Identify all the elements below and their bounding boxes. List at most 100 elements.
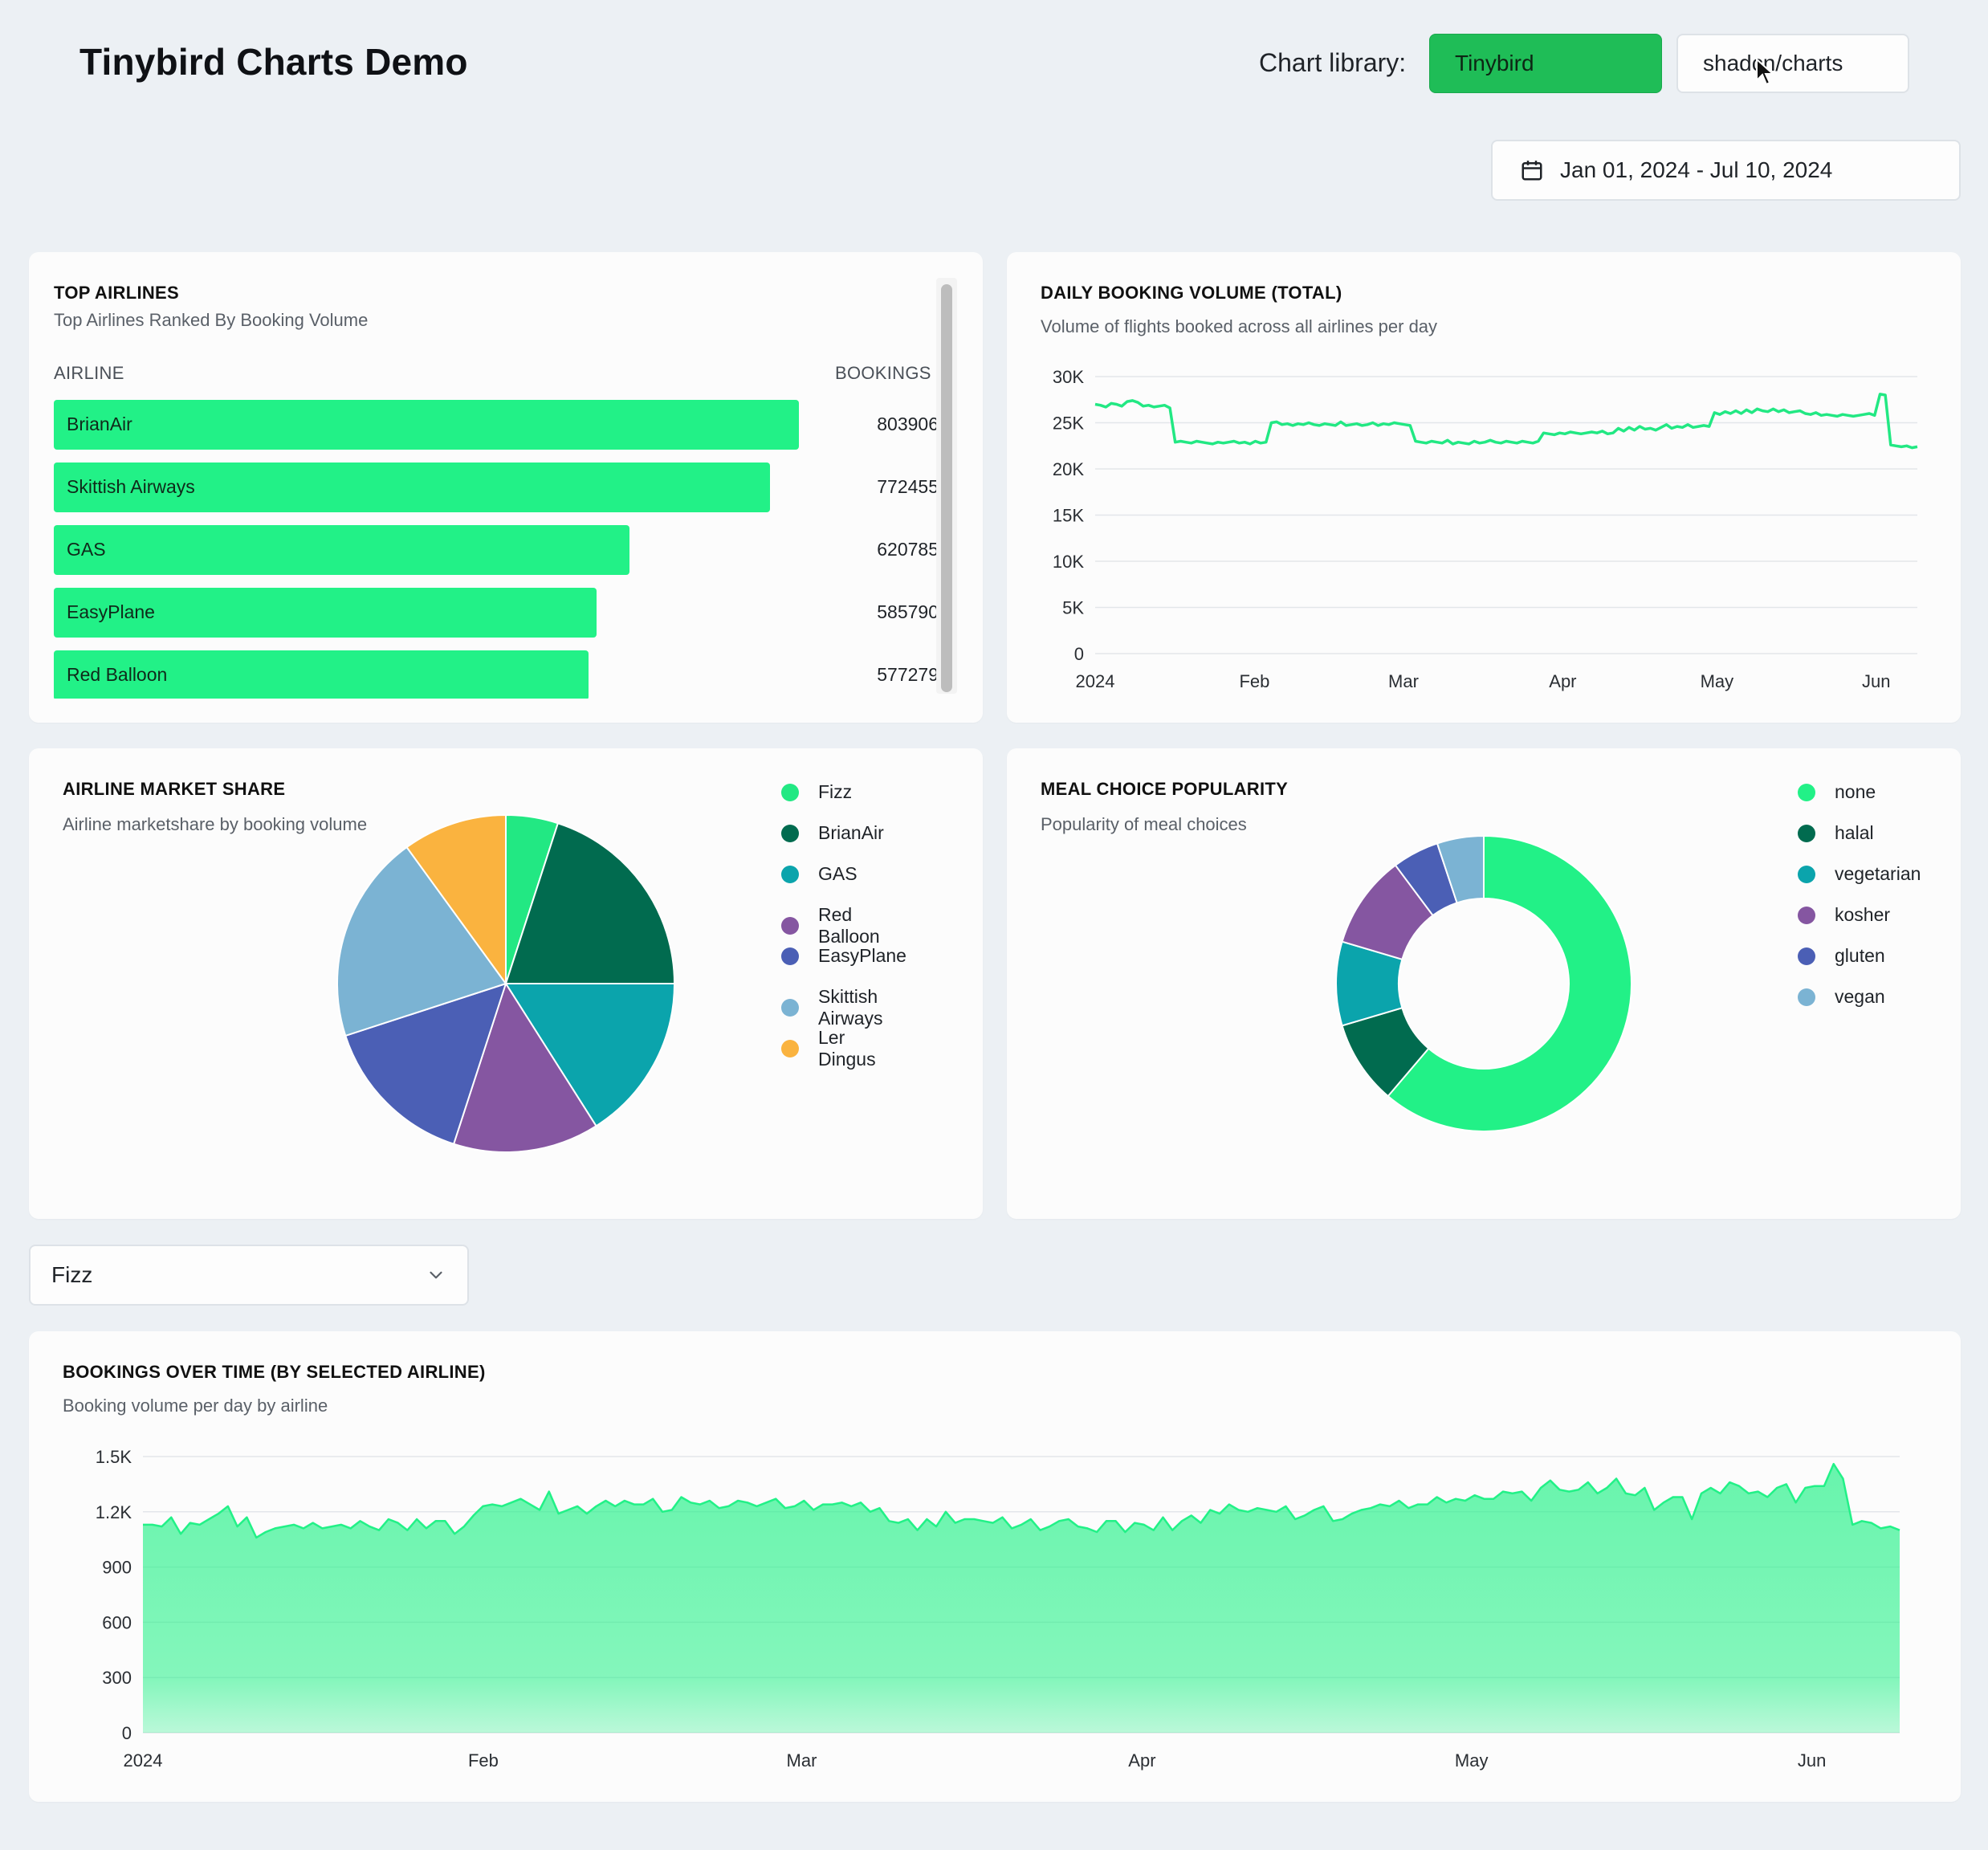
legend-label: GAS (818, 863, 858, 884)
bookings-over-time-title: BOOKINGS OVER TIME (BY SELECTED AIRLINE) (63, 1362, 486, 1382)
legend-label: BrianAir (818, 822, 884, 843)
scrollbar-thumb[interactable] (941, 284, 952, 692)
y-tick-label: 0 (122, 1723, 132, 1743)
bookings-over-time-subtitle: Booking volume per day by airline (63, 1396, 328, 1416)
legend-item[interactable]: EasyPlane (781, 945, 906, 967)
airline-bar (54, 650, 589, 699)
meal-choice-subtitle: Popularity of meal choices (1041, 814, 1247, 834)
y-tick-label: 1.2K (96, 1502, 132, 1522)
legend-dot (781, 824, 799, 842)
bookings-area-chart: 0 300 600 900 1.2K 1.5K 2024 Feb Mar Apr May Jun (96, 1447, 1900, 1771)
airline-bar-row[interactable]: GAS 620785 (54, 525, 936, 575)
airline-bar-value: 803906 (877, 414, 936, 434)
legend-item[interactable]: GAS (781, 863, 858, 885)
airline-bar-row[interactable]: BrianAir 803906 (54, 400, 936, 450)
date-range-picker[interactable]: Jan 01, 2024 - Jul 10, 2024 (1491, 140, 1961, 201)
airline-column-header: AIRLINE (54, 363, 124, 383)
slice-red-balloon[interactable] (452, 981, 597, 1153)
legend-item[interactable]: vegan (1798, 986, 1885, 1008)
market-share-title: AIRLINE MARKET SHARE (63, 779, 286, 799)
legend-item[interactable]: Ler Dingus (781, 1027, 876, 1070)
legend-label: Fizz (818, 781, 853, 802)
legend-dot (781, 999, 799, 1017)
airline-bar-row[interactable]: Skittish Airways 772455 (54, 462, 936, 512)
legend-item[interactable]: Fizz (781, 781, 852, 803)
y-tick-label: 15K (1053, 506, 1084, 526)
legend-dot (781, 917, 799, 935)
legend-item[interactable]: kosher (1798, 904, 1890, 926)
airline-bar-label: GAS (67, 539, 106, 560)
x-tick-label: Jun (1862, 671, 1890, 691)
library-tinybird-button[interactable]: Tinybird (1429, 34, 1662, 93)
slice-vegan[interactable] (1436, 834, 1485, 904)
legend-label: vegetarian (1835, 863, 1921, 884)
legend-item[interactable]: Skittish Airways (781, 986, 883, 1029)
legend-item[interactable]: BrianAir (781, 822, 884, 844)
slice-ler-dingus[interactable] (405, 813, 507, 987)
bookings-over-time-card: BOOKINGS OVER TIME (BY SELECTED AIRLINE)… (29, 1331, 1961, 1802)
x-tick-label: Apr (1128, 1750, 1155, 1771)
bookings-column-header: BOOKINGS (835, 363, 931, 383)
y-tick-label: 30K (1053, 367, 1084, 387)
airline-select[interactable]: Fizz (29, 1245, 469, 1306)
y-tick-label: 10K (1053, 552, 1084, 572)
airline-bar-row[interactable]: Red Balloon 577279 (54, 650, 936, 699)
airline-bar-row[interactable]: EasyPlane 585790 (54, 588, 936, 638)
legend-dot (1798, 865, 1815, 883)
meal-choice-title: MEAL CHOICE POPULARITY (1041, 779, 1289, 799)
legend-dot (1798, 824, 1815, 842)
legend-item[interactable]: Red Balloon (781, 904, 880, 947)
series-line (143, 1462, 1900, 1539)
legend-item[interactable]: gluten (1798, 945, 1885, 967)
top-airlines-title: TOP AIRLINES (54, 283, 179, 303)
legend-label: EasyPlane (818, 945, 906, 966)
y-tick-label: 0 (1074, 644, 1084, 664)
airline-bar-value: 772455 (877, 476, 936, 497)
airline-bar-label: Skittish Airways (67, 476, 195, 497)
airline-bar-value: 620785 (877, 539, 936, 560)
legend-label: vegan (1835, 986, 1885, 1007)
page-title: Tinybird Charts Demo (79, 41, 468, 83)
calendar-icon (1522, 161, 1542, 181)
legend-label: gluten (1835, 945, 1885, 966)
legend-dot (1798, 906, 1815, 924)
x-tick-label: Mar (1388, 671, 1419, 691)
chart-library-label: Chart library: (1259, 48, 1407, 77)
legend-label: Ler Dingus (818, 1027, 876, 1070)
slice-gas[interactable] (504, 983, 676, 1127)
x-tick-label: 2024 (1076, 671, 1115, 691)
legend-dot (1798, 988, 1815, 1006)
legend-dot (781, 1040, 799, 1057)
y-tick-label: 25K (1053, 414, 1084, 434)
slice-none[interactable] (1387, 834, 1632, 1132)
y-tick-label: 300 (102, 1668, 132, 1688)
y-tick-label: 20K (1053, 459, 1084, 479)
legend-item[interactable]: vegetarian (1798, 863, 1921, 885)
x-tick-label: May (1701, 671, 1734, 691)
legend-item[interactable]: none (1798, 781, 1876, 803)
slice-brianair[interactable] (504, 822, 676, 984)
daily-booking-title: DAILY BOOKING VOLUME (TOTAL) (1041, 283, 1342, 303)
y-tick-label: 600 (102, 1612, 132, 1632)
meal-choice-card: MEAL CHOICE POPULARITY Popularity of mea… (1007, 748, 1961, 1219)
library-shadcn-button[interactable]: shadcn/charts (1676, 34, 1909, 93)
x-tick-label: Mar (787, 1750, 817, 1771)
x-tick-label: Feb (1239, 671, 1269, 691)
airline-bar (54, 525, 629, 575)
slice-skittish-airways[interactable] (336, 846, 507, 1037)
legend-label: Red Balloon (818, 904, 880, 947)
x-tick-label: Feb (468, 1750, 499, 1771)
x-tick-label: May (1455, 1750, 1489, 1771)
airline-bar-label: BrianAir (67, 414, 132, 434)
slice-easyplane[interactable] (344, 982, 507, 1145)
legend-label: halal (1835, 822, 1874, 843)
legend-dot (781, 865, 799, 883)
legend-item[interactable]: halal (1798, 822, 1874, 844)
airline-bar (54, 400, 799, 450)
legend-dot (1798, 947, 1815, 965)
y-tick-label: 5K (1062, 598, 1084, 618)
market-share-pie-chart (336, 813, 676, 1153)
legend-label: Skittish Airways (818, 986, 883, 1029)
daily-booking-line-chart: 0 5K 10K 15K 20K 25K 30K 2024 Feb Mar Apr May Jun (1053, 367, 1918, 691)
legend-dot (1798, 783, 1815, 801)
